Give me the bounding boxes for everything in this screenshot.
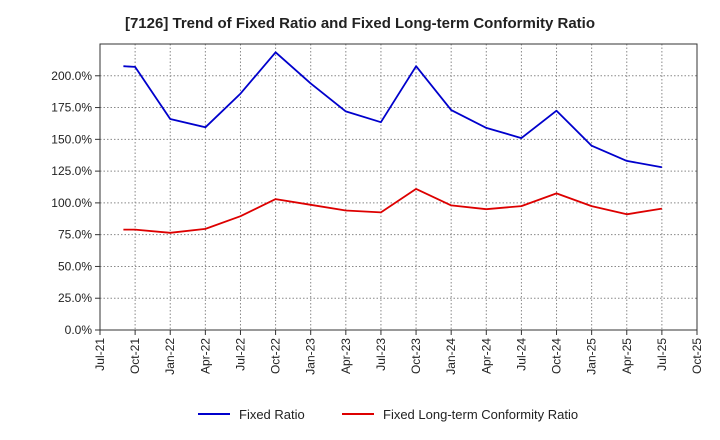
x-tick-label: Jul-25 [655, 338, 669, 371]
gridlines [99, 44, 698, 331]
x-tick-label: Apr-22 [198, 338, 212, 374]
series-line-fixed-ratio [123, 51, 663, 169]
y-tick-label: 175.0% [51, 101, 92, 115]
x-tick-label: Jul-22 [233, 338, 247, 371]
legend-fixed-long-term-conformity-ratio-label: Fixed Long-term Conformity Ratio [383, 407, 578, 422]
plot-frame [99, 43, 698, 331]
x-tick-label: Oct-24 [550, 338, 564, 374]
x-tick-label: Jul-24 [514, 338, 528, 371]
chart-title: [7126] Trend of Fixed Ratio and Fixed Lo… [124, 15, 596, 32]
x-tick-label: Oct-25 [690, 338, 704, 374]
x-tick-label: Oct-21 [128, 338, 142, 374]
y-tick-label: 25.0% [58, 291, 92, 305]
y-tick-label: 50.0% [58, 259, 92, 273]
series-line-fixed-long-term-conformity-ratio [123, 187, 663, 234]
legend-fixed-ratio-label: Fixed Ratio [239, 407, 305, 422]
x-tick-label: Apr-24 [479, 338, 493, 374]
y-tick-label: 200.0% [51, 69, 92, 83]
x-tick-label: Jul-23 [374, 338, 388, 371]
x-tick-label: Jul-21 [93, 338, 107, 371]
x-tick-label: Apr-23 [339, 338, 353, 374]
x-tick-label: Jan-25 [585, 338, 599, 375]
axes: 0.0% 25.0% 50.0% 75.0% 100.0% 125.0% 150.0% 175… [51, 43, 704, 375]
legend: Fixed Ratio Fixed Long-term Conformity Ra… [198, 407, 578, 422]
x-tick-label: Jan-23 [304, 338, 318, 375]
x-tick-label: Jan-22 [163, 338, 177, 375]
x-tick-label: Oct-23 [409, 338, 423, 374]
y-tick-label: 0.0% [65, 323, 93, 337]
y-tick-label: 150.0% [51, 132, 92, 146]
y-tick-label: 125.0% [51, 164, 92, 178]
y-tick-label: 100.0% [51, 196, 92, 210]
series-lines [123, 51, 663, 234]
x-tick-label: Apr-25 [620, 338, 634, 374]
y-tick-label: 75.0% [58, 228, 92, 242]
x-tick-label: Oct-22 [269, 338, 283, 374]
x-tick-label: Jan-24 [444, 338, 458, 375]
